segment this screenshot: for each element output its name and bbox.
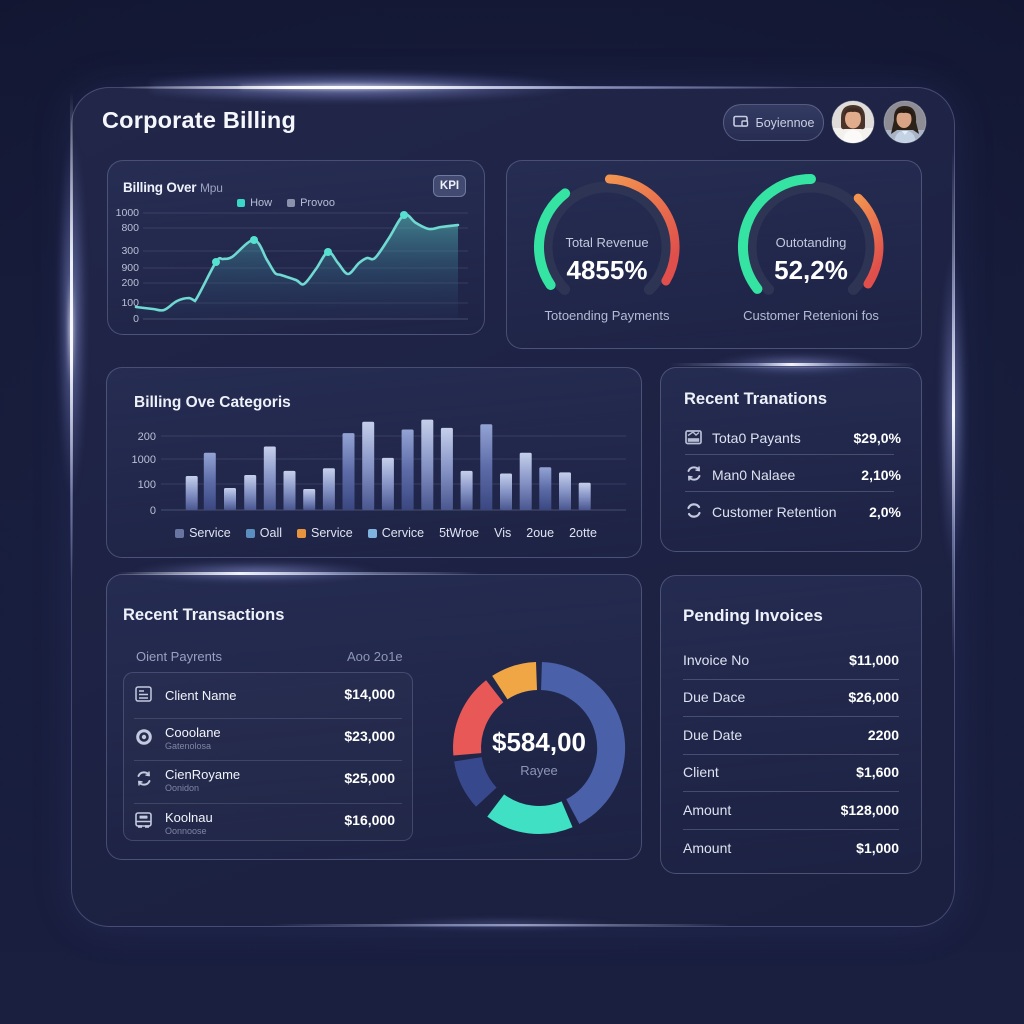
svg-text:4855%: 4855%: [567, 255, 648, 285]
svg-text:Totoending Payments: Totoending Payments: [544, 308, 670, 323]
svg-text:300: 300: [121, 245, 139, 257]
svg-text:52,2%: 52,2%: [774, 255, 848, 285]
svg-text:Outotanding: Outotanding: [776, 235, 847, 250]
svg-text:100: 100: [121, 297, 139, 309]
svg-text:Rayee: Rayee: [520, 763, 558, 778]
svg-text:900: 900: [121, 262, 139, 274]
svg-text:200: 200: [138, 431, 156, 443]
svg-text:1000: 1000: [132, 454, 156, 466]
svg-text:$584,00: $584,00: [492, 727, 586, 757]
svg-text:0: 0: [150, 505, 156, 517]
svg-text:100: 100: [138, 479, 156, 491]
svg-text:1000: 1000: [116, 207, 139, 219]
svg-text:Customer Retenioni fos: Customer Retenioni fos: [743, 308, 879, 323]
svg-text:200: 200: [121, 277, 139, 289]
svg-text:Total Revenue: Total Revenue: [565, 235, 648, 250]
svg-text:800: 800: [121, 222, 139, 234]
